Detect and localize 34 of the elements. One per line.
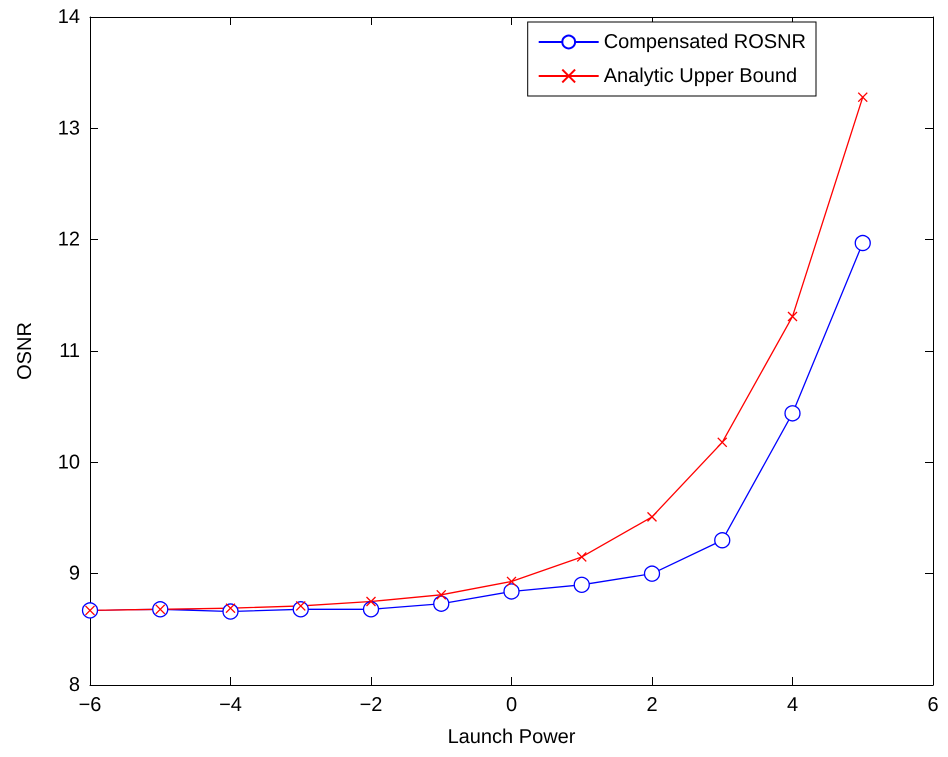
point: [576, 552, 587, 562]
point: [854, 234, 871, 252]
point: [436, 590, 446, 600]
x-tick-label: 4: [786, 694, 798, 716]
legend-label: Compensated ROSNR: [604, 31, 806, 53]
point: [787, 311, 798, 322]
point: [503, 583, 520, 600]
point: [784, 405, 801, 422]
point: [433, 596, 450, 612]
y-tick-label: 13: [58, 117, 80, 140]
y-tick-label: 11: [59, 340, 80, 362]
point: [366, 596, 376, 607]
point: [858, 92, 868, 102]
x-tick-label: 0: [506, 694, 518, 716]
x-tick-label: −2: [360, 694, 382, 716]
y-tick-label: 8: [68, 674, 80, 696]
y-tick-label: 14: [58, 6, 80, 28]
y-tick-label: 9: [68, 562, 80, 585]
x-tick-label: 2: [646, 694, 658, 716]
point: [506, 576, 517, 587]
x-tick-label: 6: [927, 694, 939, 716]
x-tick-label: −4: [219, 694, 242, 716]
point: [644, 566, 660, 582]
point: [646, 512, 658, 522]
x-axis-title: Launch Power: [448, 726, 576, 748]
y-axis-title: OSNR: [14, 322, 36, 380]
point: [362, 601, 380, 618]
point: [714, 532, 730, 548]
y-tick-label: 10: [58, 451, 80, 474]
y-tick-label: 12: [58, 228, 80, 251]
point: [717, 437, 728, 448]
legend-label: Analytic Upper Bound: [604, 65, 798, 87]
point: [574, 576, 590, 593]
x-tick-label: −6: [78, 694, 102, 716]
